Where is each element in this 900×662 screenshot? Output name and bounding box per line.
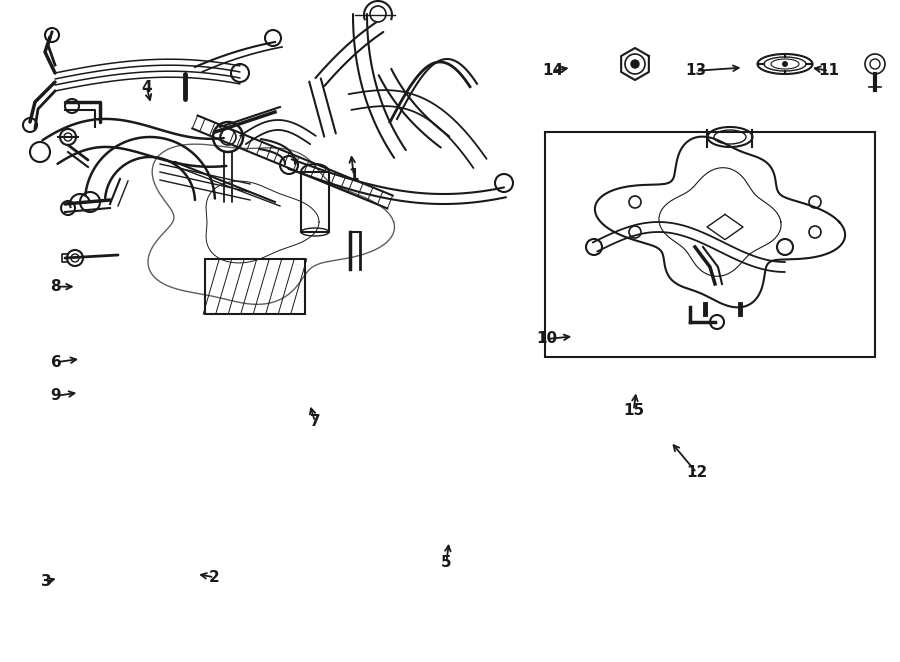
Text: 9: 9 <box>50 389 61 403</box>
Text: 6: 6 <box>51 355 62 369</box>
Text: 1: 1 <box>348 168 359 183</box>
Text: 11: 11 <box>818 64 840 78</box>
Text: 3: 3 <box>41 574 52 589</box>
Text: 8: 8 <box>50 279 61 294</box>
Text: 13: 13 <box>685 64 706 78</box>
Text: 10: 10 <box>536 332 558 346</box>
Text: 7: 7 <box>310 414 320 429</box>
Circle shape <box>631 60 639 68</box>
Bar <box>205 259 305 314</box>
Bar <box>545 132 875 357</box>
Text: 14: 14 <box>542 64 563 78</box>
Text: 4: 4 <box>141 80 152 95</box>
Text: 5: 5 <box>441 555 452 570</box>
Text: 2: 2 <box>209 570 220 585</box>
Text: 15: 15 <box>623 403 644 418</box>
Circle shape <box>782 61 788 67</box>
Bar <box>301 172 329 232</box>
Text: 12: 12 <box>686 465 707 480</box>
